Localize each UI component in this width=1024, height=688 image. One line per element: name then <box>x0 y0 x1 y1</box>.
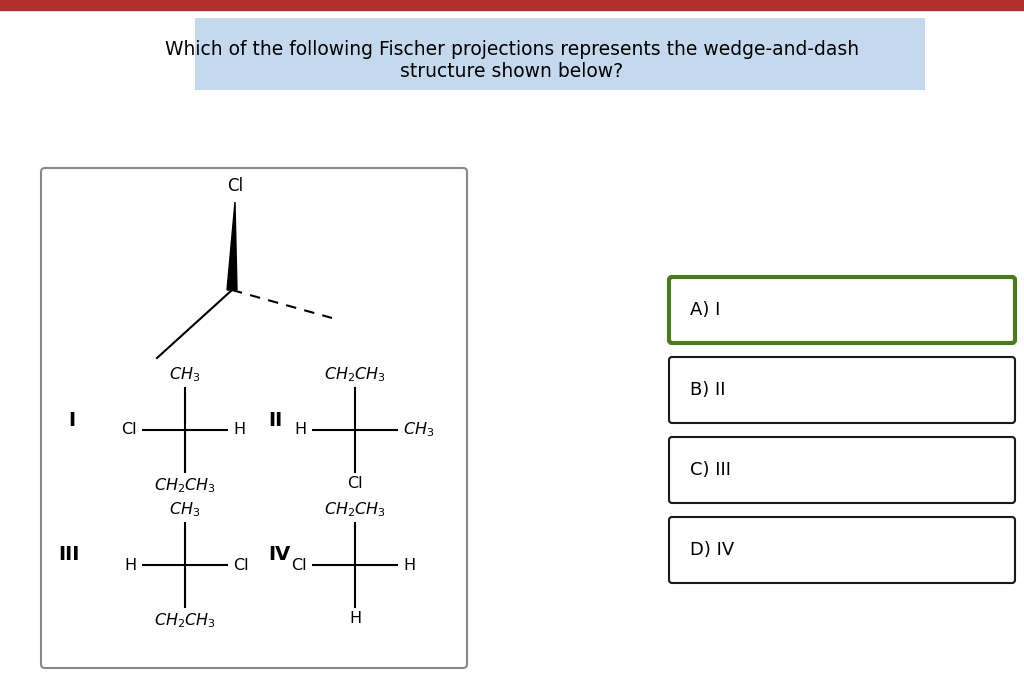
FancyBboxPatch shape <box>669 437 1015 503</box>
FancyBboxPatch shape <box>669 517 1015 583</box>
Text: IV: IV <box>268 546 290 564</box>
Text: Which of the following Fischer projections represents the wedge-and-dash: Which of the following Fischer projectio… <box>165 40 859 59</box>
Text: $CH_2CH_3$: $CH_2CH_3$ <box>154 476 216 495</box>
Text: A) I: A) I <box>690 301 720 319</box>
Text: H: H <box>125 557 137 572</box>
Text: $CH_3$: $CH_3$ <box>169 365 201 384</box>
Text: structure shown below?: structure shown below? <box>400 62 624 81</box>
Text: III: III <box>58 546 80 564</box>
Text: Cl: Cl <box>292 557 307 572</box>
Text: H: H <box>295 422 307 438</box>
Text: H: H <box>403 557 415 572</box>
Text: H: H <box>349 611 361 626</box>
Text: $CH_3$: $CH_3$ <box>169 500 201 519</box>
Polygon shape <box>227 202 237 290</box>
Text: B) II: B) II <box>690 381 725 399</box>
Text: Cl: Cl <box>233 557 249 572</box>
Text: II: II <box>268 411 283 429</box>
Text: Cl: Cl <box>122 422 137 438</box>
Text: D) IV: D) IV <box>690 541 734 559</box>
Text: Cl: Cl <box>347 476 362 491</box>
Text: Cl: Cl <box>227 177 243 195</box>
Text: $CH_2CH_3$: $CH_2CH_3$ <box>324 365 386 384</box>
Text: I: I <box>68 411 75 429</box>
Text: $CH_3$: $CH_3$ <box>403 420 434 440</box>
FancyBboxPatch shape <box>669 277 1015 343</box>
Bar <box>195 18 925 90</box>
Text: $CH_2CH_3$: $CH_2CH_3$ <box>324 500 386 519</box>
Text: C) III: C) III <box>690 461 731 479</box>
Text: $CH_2CH_3$: $CH_2CH_3$ <box>154 611 216 630</box>
Text: H: H <box>233 422 245 438</box>
FancyBboxPatch shape <box>41 168 467 668</box>
FancyBboxPatch shape <box>669 357 1015 423</box>
